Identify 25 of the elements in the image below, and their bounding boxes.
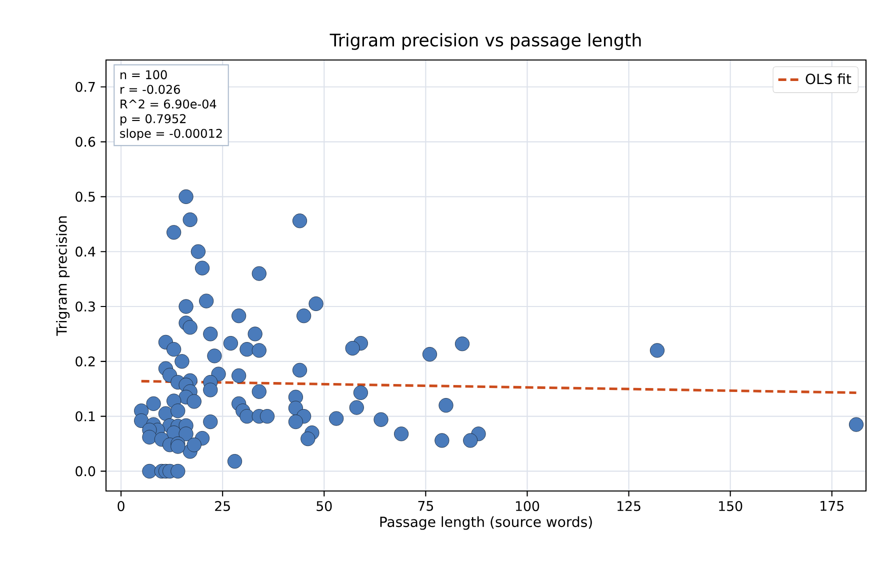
x-axis-title: Passage length (source words) (380, 516, 592, 530)
chart-title: Trigram precision vs passage length (330, 33, 641, 50)
y-tick-label: 0.3 (76, 301, 95, 312)
x-tick-label: 75 (418, 501, 433, 511)
annotation: slope = -0.00012 (120, 128, 222, 140)
annotation: n = 100 (120, 70, 167, 80)
y-tick-label: 0.0 (76, 466, 96, 476)
y-tick-label: 0.7 (76, 82, 95, 92)
annotation: r = -0.026 (120, 84, 180, 94)
y-tick-label: 0.5 (76, 192, 95, 202)
x-tick-label: 50 (316, 501, 332, 512)
annotation: p = 0.7952 (120, 114, 186, 126)
x-tick-label: 175 (820, 501, 844, 511)
y-tick-label: 0.6 (76, 136, 96, 147)
y-tick-label: 0.1 (76, 411, 95, 422)
x-tick-label: 25 (215, 501, 230, 512)
annotation: R^2 = 6.90e-04 (120, 99, 216, 109)
x-tick-label: 125 (618, 501, 640, 512)
x-tick-label: 100 (516, 501, 540, 512)
y-tick-label: 0.4 (76, 246, 96, 257)
x-tick-label: 150 (719, 501, 742, 512)
y-axis-title: Trigram precision (56, 216, 70, 336)
legend-label: OLS fit (806, 73, 852, 84)
x-tick-label: 0 (118, 501, 124, 512)
y-tick-label: 0.2 (76, 356, 95, 366)
